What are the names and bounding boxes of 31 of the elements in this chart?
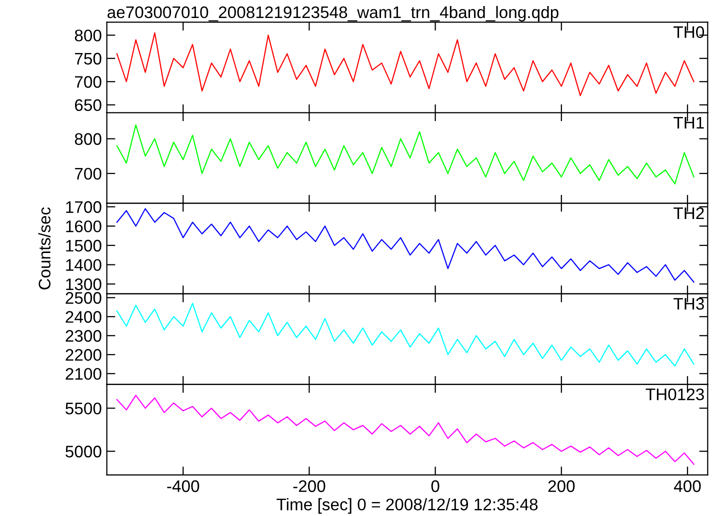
y-tick-label: 2100 bbox=[66, 368, 102, 380]
y-tick-label: 1400 bbox=[66, 259, 102, 271]
y-tick-label: 2300 bbox=[66, 330, 102, 342]
x-tick-label: -200 bbox=[293, 480, 326, 492]
y-tick-label: 1600 bbox=[66, 220, 102, 232]
y-tick-label: 800 bbox=[74, 30, 102, 42]
text: TH0123 bbox=[646, 388, 704, 400]
x-tick-label: 400 bbox=[674, 480, 701, 492]
x-tick-label: 200 bbox=[548, 480, 575, 492]
series-label: TH1 bbox=[674, 116, 704, 128]
y-tick-label: 1500 bbox=[66, 240, 102, 252]
y-tick-label: 700 bbox=[75, 168, 102, 180]
y-tick-label: 2200 bbox=[66, 349, 102, 361]
y-tick-label: 700 bbox=[75, 76, 102, 88]
text: TH2 bbox=[674, 207, 704, 220]
y-tick-label: 650 bbox=[75, 99, 102, 112]
x-tick-label: 0 bbox=[431, 480, 440, 492]
x-tick-label: -400 bbox=[167, 480, 200, 492]
x-axis-title: Time [sec] 0 = 2008/12/19 12:35:48 bbox=[276, 498, 538, 514]
chart-title: ae703007010_20081219123548_wam1_trn_4band_long.qdp bbox=[108, 6, 558, 22]
y-tick-label: 2500 bbox=[66, 292, 102, 304]
y-tick-label: 5000 bbox=[66, 446, 102, 458]
y-tick-label: 750 bbox=[75, 52, 102, 65]
y-tick-label: 1300 bbox=[66, 278, 102, 290]
y-tick-label: 800 bbox=[74, 133, 102, 145]
y-axis-title: Counts/sec bbox=[38, 207, 50, 290]
text: TH3 bbox=[674, 298, 704, 310]
y-tick-label: 2400 bbox=[66, 311, 102, 323]
y-tick-label: 1700 bbox=[66, 201, 102, 213]
y-tick-label: 5500 bbox=[66, 402, 102, 414]
series-label: TH0 bbox=[674, 26, 704, 38]
